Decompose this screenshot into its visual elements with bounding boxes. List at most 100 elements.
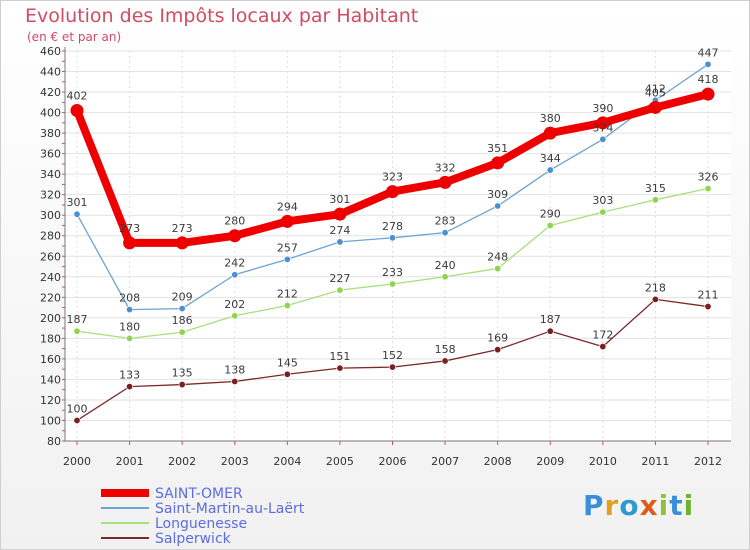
y-tick-label: 140	[40, 373, 61, 386]
logo-letter: o	[619, 489, 640, 522]
data-label: 151	[329, 350, 350, 363]
x-tick-label: 2005	[326, 455, 354, 468]
data-point	[126, 306, 134, 314]
data-label: 248	[487, 251, 508, 264]
y-tick-label: 200	[40, 312, 61, 325]
data-label: 212	[277, 288, 298, 301]
x-tick-label: 2009	[536, 455, 564, 468]
x-tick-label: 2010	[589, 455, 617, 468]
y-tick-label: 380	[40, 127, 61, 140]
data-point	[494, 265, 502, 273]
data-point	[388, 363, 396, 371]
data-label: 344	[540, 152, 561, 165]
y-tick-label: 300	[40, 209, 61, 222]
data-point	[704, 60, 712, 68]
logo-letter: i	[683, 489, 695, 522]
data-label: 273	[119, 222, 140, 235]
y-tick-label: 460	[40, 45, 61, 58]
data-point	[599, 208, 607, 216]
data-point	[231, 377, 239, 385]
data-point	[231, 312, 239, 320]
data-label: 412	[645, 82, 666, 95]
data-point	[178, 305, 186, 313]
data-label: 405	[645, 86, 666, 99]
data-point	[386, 185, 399, 199]
data-label: 233	[382, 266, 403, 279]
data-label: 290	[540, 207, 561, 220]
data-point	[280, 214, 294, 228]
data-label: 133	[119, 369, 140, 382]
data-label: 180	[119, 320, 140, 333]
data-label: 138	[224, 363, 245, 376]
x-tick-label: 2003	[221, 455, 249, 468]
data-point	[388, 280, 396, 288]
data-point	[546, 327, 554, 335]
data-point	[491, 156, 505, 170]
data-point	[596, 116, 610, 130]
data-label: 242	[224, 257, 245, 270]
data-label: 309	[487, 188, 508, 201]
logo-letter: i	[658, 489, 670, 522]
data-label: 374	[592, 121, 613, 134]
data-point	[543, 126, 557, 140]
data-label: 303	[592, 194, 613, 207]
data-label: 315	[645, 182, 666, 195]
data-point	[123, 236, 137, 250]
legend-label: Longuenesse	[155, 516, 247, 532]
data-point	[70, 104, 84, 118]
legend-label: Salperwick	[155, 531, 232, 547]
data-point	[178, 381, 186, 389]
data-label: 402	[67, 90, 88, 103]
data-label: 332	[435, 161, 456, 174]
data-label: 187	[67, 313, 88, 326]
data-point	[648, 100, 662, 114]
data-label: 211	[698, 289, 719, 302]
data-point	[126, 334, 134, 342]
data-label: 323	[382, 171, 403, 184]
data-label: 209	[172, 291, 193, 304]
y-tick-label: 180	[40, 332, 61, 345]
data-point	[599, 343, 607, 351]
data-label: 100	[67, 402, 88, 415]
y-tick-label: 240	[40, 271, 61, 284]
data-label: 390	[592, 102, 613, 115]
data-label: 294	[277, 200, 298, 213]
data-label: 145	[277, 356, 298, 369]
y-tick-label: 440	[40, 66, 61, 79]
x-tick-label: 2002	[168, 455, 196, 468]
legend-label: Saint-Martin-au-Laërt	[155, 501, 305, 517]
y-tick-label: 220	[40, 291, 61, 304]
y-tick-label: 340	[40, 168, 61, 181]
data-label: 301	[329, 193, 350, 206]
data-point	[651, 196, 659, 204]
data-label: 278	[382, 220, 403, 233]
data-label: 158	[435, 343, 456, 356]
data-label: 418	[698, 73, 719, 86]
data-label: 274	[329, 224, 350, 237]
data-label: 240	[435, 259, 456, 272]
y-tick-label: 80	[47, 435, 61, 448]
y-tick-label: 360	[40, 148, 61, 161]
data-point	[336, 286, 344, 294]
data-label: 218	[645, 281, 666, 294]
data-point	[388, 234, 396, 242]
data-point	[599, 135, 607, 143]
data-point	[494, 346, 502, 354]
x-tick-label: 2000	[63, 455, 91, 468]
x-tick-label: 2006	[379, 455, 407, 468]
data-point	[126, 383, 134, 391]
data-point	[73, 210, 81, 218]
logo-letter: t	[669, 489, 684, 522]
data-label: 186	[172, 314, 193, 327]
data-point	[701, 87, 715, 101]
data-point	[333, 207, 347, 221]
y-tick-label: 260	[40, 250, 61, 263]
y-tick-label: 100	[40, 414, 61, 427]
data-point	[336, 364, 344, 372]
x-tick-label: 2001	[116, 455, 144, 468]
data-point	[73, 327, 81, 335]
data-label: 273	[172, 222, 193, 235]
data-point	[231, 271, 239, 279]
x-tick-label: 2011	[641, 455, 669, 468]
data-point	[175, 236, 189, 250]
